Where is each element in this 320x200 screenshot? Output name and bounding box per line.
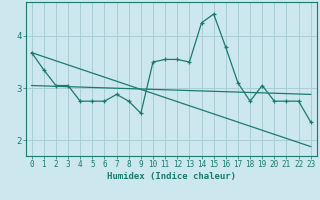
X-axis label: Humidex (Indice chaleur): Humidex (Indice chaleur) <box>107 172 236 181</box>
